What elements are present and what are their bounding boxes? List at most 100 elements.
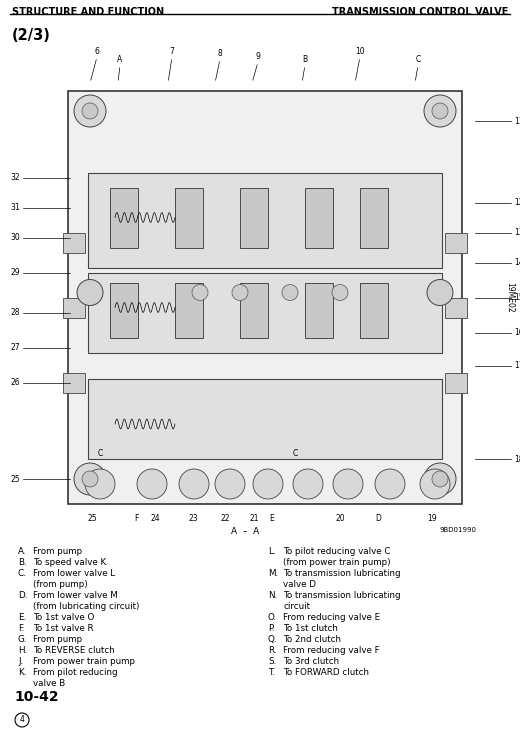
Text: 10-42: 10-42: [14, 690, 59, 704]
Bar: [240, 283, 268, 338]
Text: R.: R.: [268, 646, 277, 655]
Circle shape: [253, 469, 283, 499]
Text: O.: O.: [268, 613, 277, 622]
Text: From lower valve L: From lower valve L: [33, 569, 115, 578]
Text: (from lubricating circuit): (from lubricating circuit): [33, 602, 139, 611]
Text: B: B: [303, 55, 307, 64]
Circle shape: [74, 463, 106, 495]
Circle shape: [333, 469, 363, 499]
Bar: [63, 372, 85, 393]
Text: 10: 10: [355, 47, 365, 56]
Text: 9: 9: [255, 52, 261, 61]
Bar: [63, 297, 85, 318]
Circle shape: [232, 285, 248, 300]
Text: To REVERSE clutch: To REVERSE clutch: [33, 646, 115, 655]
Text: To 1st valve R: To 1st valve R: [33, 624, 94, 633]
Text: 20: 20: [335, 514, 345, 523]
Text: To 2nd clutch: To 2nd clutch: [283, 635, 341, 644]
Text: S.: S.: [268, 657, 276, 666]
Text: E: E: [270, 514, 275, 523]
Text: T.: T.: [268, 668, 275, 677]
Text: B.: B.: [18, 558, 27, 567]
Text: 18: 18: [514, 454, 520, 463]
Text: From power train pump: From power train pump: [33, 657, 135, 666]
Text: P.: P.: [268, 624, 275, 633]
Circle shape: [282, 285, 298, 300]
Bar: [175, 283, 203, 338]
Bar: [110, 187, 138, 247]
Bar: [445, 233, 467, 252]
Text: To 3rd clutch: To 3rd clutch: [283, 657, 339, 666]
Text: 16: 16: [514, 328, 520, 337]
Text: From lower valve M: From lower valve M: [33, 591, 118, 600]
Circle shape: [192, 285, 208, 300]
Text: N.: N.: [268, 591, 277, 600]
Text: 24: 24: [150, 514, 160, 523]
Text: To 1st clutch: To 1st clutch: [283, 624, 338, 633]
Circle shape: [85, 469, 115, 499]
Text: 23: 23: [188, 514, 198, 523]
Text: valve B: valve B: [33, 679, 65, 688]
Circle shape: [179, 469, 209, 499]
Text: 27: 27: [10, 343, 20, 352]
Circle shape: [375, 469, 405, 499]
Circle shape: [420, 469, 450, 499]
Text: 25: 25: [10, 474, 20, 484]
Text: 13: 13: [514, 228, 520, 237]
Text: L.: L.: [268, 547, 276, 556]
Bar: [445, 297, 467, 318]
Text: A  –  A: A – A: [231, 527, 259, 536]
Text: (from power train pump): (from power train pump): [283, 558, 391, 567]
Text: To 1st valve O: To 1st valve O: [33, 613, 94, 622]
Bar: [68, 91, 462, 504]
Text: K.: K.: [18, 668, 27, 677]
Text: To transmission lubricating: To transmission lubricating: [283, 591, 400, 600]
Text: 15: 15: [514, 293, 520, 302]
Bar: [175, 187, 203, 247]
Bar: [445, 372, 467, 393]
Circle shape: [137, 469, 167, 499]
Text: 21: 21: [249, 514, 259, 523]
Circle shape: [82, 103, 98, 119]
Text: D: D: [375, 514, 381, 523]
Circle shape: [15, 713, 29, 727]
Text: H.: H.: [18, 646, 27, 655]
Text: 32: 32: [10, 173, 20, 182]
Text: A.: A.: [18, 547, 27, 556]
Text: 6: 6: [95, 47, 99, 56]
Text: From pump: From pump: [33, 635, 82, 644]
Text: From reducing valve E: From reducing valve E: [283, 613, 380, 622]
Text: D.: D.: [18, 591, 28, 600]
Circle shape: [82, 471, 98, 487]
Bar: [305, 283, 333, 338]
Text: J.: J.: [18, 657, 23, 666]
Text: To transmission lubricating: To transmission lubricating: [283, 569, 400, 578]
Bar: [88, 272, 442, 352]
Circle shape: [424, 463, 456, 495]
Text: G.: G.: [18, 635, 28, 644]
Text: C.: C.: [18, 569, 27, 578]
Bar: [360, 187, 388, 247]
Text: From pilot reducing: From pilot reducing: [33, 668, 118, 677]
Text: valve D: valve D: [283, 580, 316, 589]
Bar: [88, 172, 442, 267]
Circle shape: [77, 280, 103, 305]
Text: C: C: [415, 55, 421, 64]
Bar: [240, 187, 268, 247]
Circle shape: [427, 280, 453, 305]
Text: 22: 22: [220, 514, 230, 523]
Circle shape: [432, 471, 448, 487]
Text: C: C: [292, 449, 297, 459]
Bar: [110, 283, 138, 338]
Text: 26: 26: [10, 378, 20, 387]
Text: 19ME02: 19ME02: [505, 282, 514, 313]
Text: E.: E.: [18, 613, 26, 622]
Text: 28: 28: [10, 308, 20, 317]
Circle shape: [74, 95, 106, 127]
Text: (2/3): (2/3): [12, 28, 51, 43]
Circle shape: [215, 469, 245, 499]
Text: 12: 12: [514, 198, 520, 207]
Text: To FORWARD clutch: To FORWARD clutch: [283, 668, 369, 677]
Bar: [305, 187, 333, 247]
Circle shape: [293, 469, 323, 499]
